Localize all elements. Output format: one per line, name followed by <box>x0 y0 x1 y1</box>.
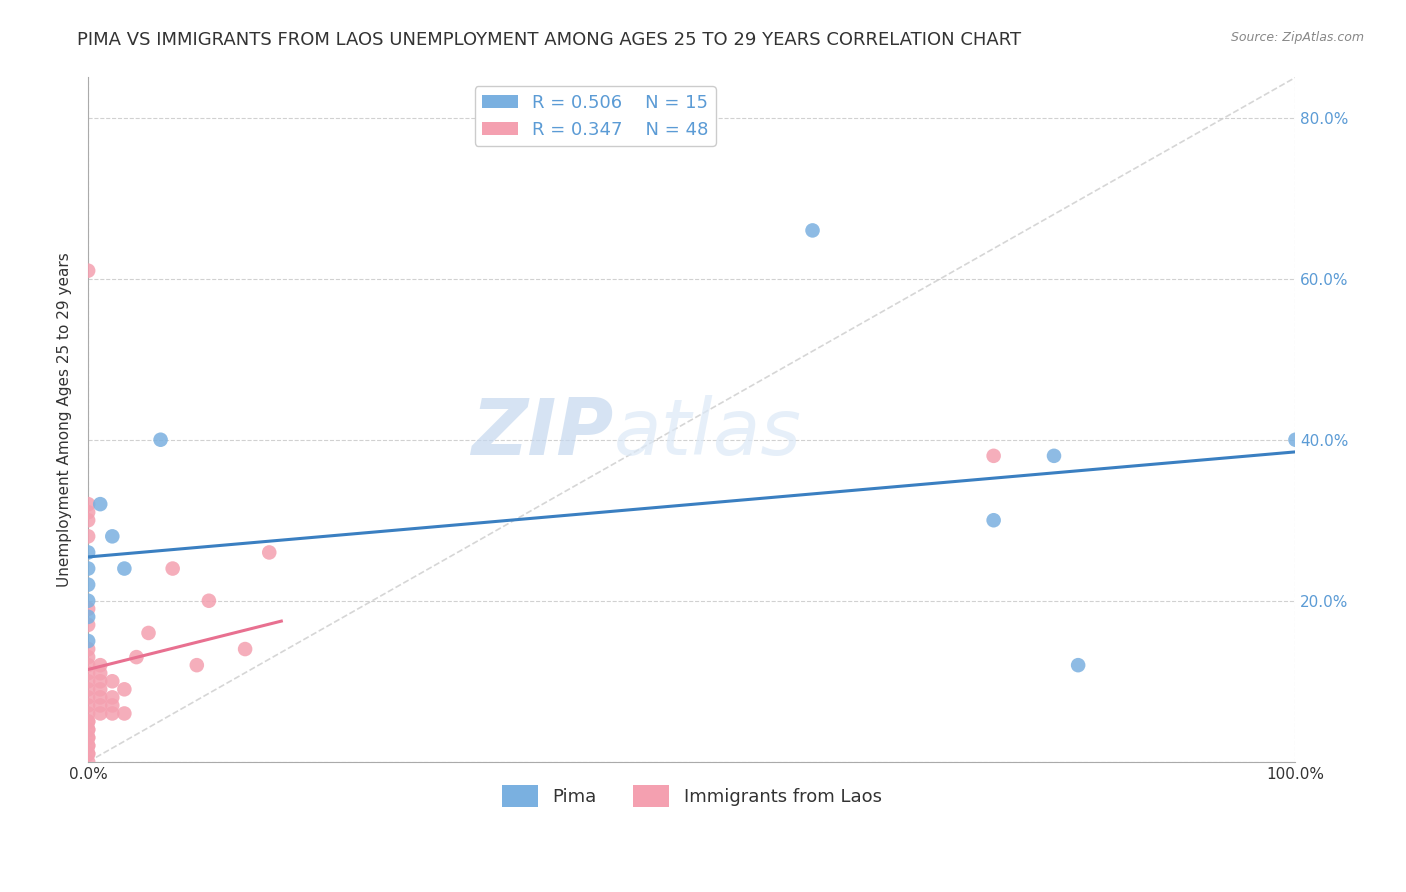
Point <box>77 497 100 511</box>
Point <box>112 561 135 575</box>
Point <box>89 658 111 673</box>
Point <box>1043 449 1066 463</box>
Point <box>89 698 111 713</box>
Point <box>101 706 124 721</box>
Point <box>198 593 221 607</box>
Point <box>77 747 100 761</box>
Point <box>125 650 148 665</box>
Point <box>112 706 135 721</box>
Point <box>77 263 100 277</box>
Text: PIMA VS IMMIGRANTS FROM LAOS UNEMPLOYMENT AMONG AGES 25 TO 29 YEARS CORRELATION : PIMA VS IMMIGRANTS FROM LAOS UNEMPLOYMEN… <box>77 31 1021 49</box>
Point <box>77 723 100 737</box>
Point <box>89 666 111 681</box>
Point <box>89 682 111 697</box>
Point <box>77 610 100 624</box>
Point <box>186 658 208 673</box>
Point <box>77 739 100 753</box>
Point <box>77 505 100 519</box>
Point <box>112 682 135 697</box>
Point <box>983 513 1005 527</box>
Point <box>77 618 100 632</box>
Point <box>101 674 124 689</box>
Point <box>77 682 100 697</box>
Point <box>89 690 111 705</box>
Point <box>983 449 1005 463</box>
Point <box>101 698 124 713</box>
Point <box>801 223 824 237</box>
Point <box>1284 433 1306 447</box>
Point <box>77 642 100 657</box>
Point <box>77 731 100 745</box>
Point <box>77 666 100 681</box>
Point <box>89 497 111 511</box>
Point <box>89 706 111 721</box>
Point <box>77 529 100 543</box>
Point <box>77 650 100 665</box>
Point <box>77 674 100 689</box>
Point <box>77 714 100 729</box>
Point <box>1067 658 1090 673</box>
Point <box>233 642 256 657</box>
Point <box>162 561 184 575</box>
Point <box>77 658 100 673</box>
Point <box>77 690 100 705</box>
Point <box>77 634 100 648</box>
Point <box>77 723 100 737</box>
Legend: Pima, Immigrants from Laos: Pima, Immigrants from Laos <box>495 778 889 814</box>
Text: ZIP: ZIP <box>471 395 613 471</box>
Point <box>77 731 100 745</box>
Text: atlas: atlas <box>613 395 801 471</box>
Point <box>77 755 100 769</box>
Point <box>77 561 100 575</box>
Point <box>138 626 160 640</box>
Point <box>101 690 124 705</box>
Point <box>101 529 124 543</box>
Point <box>77 739 100 753</box>
Point <box>77 698 100 713</box>
Point <box>77 714 100 729</box>
Point <box>77 747 100 761</box>
Point <box>77 513 100 527</box>
Point <box>77 593 100 607</box>
Y-axis label: Unemployment Among Ages 25 to 29 years: Unemployment Among Ages 25 to 29 years <box>58 252 72 587</box>
Point <box>77 577 100 591</box>
Point <box>257 545 280 559</box>
Point <box>77 706 100 721</box>
Text: Source: ZipAtlas.com: Source: ZipAtlas.com <box>1230 31 1364 45</box>
Point <box>77 602 100 616</box>
Point <box>77 545 100 559</box>
Point <box>89 674 111 689</box>
Point <box>149 433 172 447</box>
